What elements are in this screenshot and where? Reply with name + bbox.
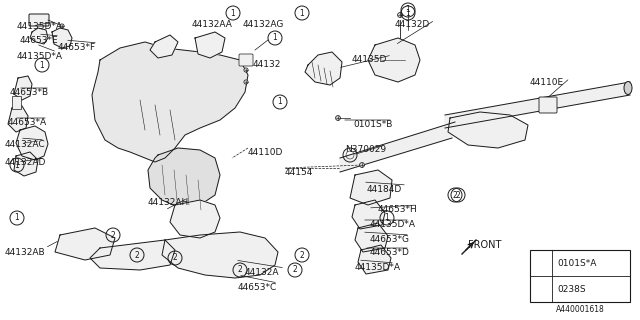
- Text: 44184D: 44184D: [367, 185, 403, 194]
- FancyBboxPatch shape: [12, 95, 20, 108]
- FancyBboxPatch shape: [239, 54, 253, 66]
- Polygon shape: [358, 245, 391, 274]
- Text: 44653*H: 44653*H: [378, 205, 418, 214]
- Text: 1: 1: [406, 9, 410, 18]
- Polygon shape: [150, 35, 178, 58]
- Text: A440001618: A440001618: [556, 306, 604, 315]
- Text: 44135D*A: 44135D*A: [370, 220, 416, 229]
- Text: 44132A: 44132A: [245, 268, 280, 277]
- Polygon shape: [350, 170, 392, 205]
- Text: 2: 2: [452, 190, 458, 199]
- Text: 2: 2: [539, 284, 543, 293]
- Text: 44135D: 44135D: [352, 55, 387, 64]
- Polygon shape: [14, 76, 32, 100]
- Text: 44653*A: 44653*A: [8, 118, 47, 127]
- Polygon shape: [30, 28, 48, 44]
- Text: 2: 2: [134, 251, 140, 260]
- Text: 44132AH: 44132AH: [148, 198, 189, 207]
- Text: 1: 1: [40, 60, 44, 69]
- Text: 44132AB: 44132AB: [5, 248, 45, 257]
- Text: 1: 1: [300, 9, 305, 18]
- Text: 44132: 44132: [253, 60, 282, 69]
- Text: 44135D*A: 44135D*A: [355, 263, 401, 272]
- Text: 1: 1: [406, 5, 410, 14]
- Polygon shape: [8, 106, 28, 132]
- Circle shape: [60, 24, 64, 28]
- Text: 44653*G: 44653*G: [370, 235, 410, 244]
- Text: 44110D: 44110D: [248, 148, 284, 157]
- Text: 44132AA: 44132AA: [192, 20, 233, 29]
- FancyBboxPatch shape: [530, 250, 630, 302]
- Polygon shape: [355, 223, 388, 252]
- Text: 44135D*A: 44135D*A: [17, 22, 63, 31]
- Circle shape: [360, 163, 364, 167]
- Polygon shape: [148, 148, 220, 208]
- Polygon shape: [305, 52, 342, 85]
- Text: 2: 2: [237, 266, 243, 275]
- Text: 0101S*A: 0101S*A: [557, 259, 596, 268]
- FancyBboxPatch shape: [29, 14, 49, 26]
- Circle shape: [244, 68, 248, 72]
- Polygon shape: [170, 200, 220, 238]
- Text: 44653*E: 44653*E: [20, 36, 59, 45]
- Circle shape: [397, 12, 403, 18]
- Polygon shape: [448, 112, 528, 148]
- Text: 1: 1: [385, 213, 389, 222]
- Text: 0238S: 0238S: [557, 284, 586, 293]
- Polygon shape: [55, 228, 115, 260]
- Polygon shape: [90, 240, 175, 270]
- Text: 1: 1: [15, 213, 19, 222]
- Text: 44132AG: 44132AG: [243, 20, 284, 29]
- Ellipse shape: [624, 82, 632, 94]
- Polygon shape: [92, 42, 248, 162]
- Text: 44653*D: 44653*D: [370, 248, 410, 257]
- Text: 1: 1: [273, 34, 277, 43]
- Polygon shape: [14, 152, 38, 176]
- Text: 44110E: 44110E: [530, 78, 564, 87]
- Polygon shape: [195, 32, 225, 58]
- Polygon shape: [340, 122, 455, 172]
- Text: 2: 2: [292, 266, 298, 275]
- Text: N370029: N370029: [345, 145, 386, 154]
- Polygon shape: [16, 126, 48, 160]
- Text: 44653*B: 44653*B: [10, 88, 49, 97]
- Circle shape: [335, 116, 340, 120]
- FancyBboxPatch shape: [539, 97, 557, 113]
- Text: 2: 2: [173, 253, 177, 262]
- Text: 44135D*A: 44135D*A: [17, 52, 63, 61]
- Text: 1: 1: [230, 9, 236, 18]
- Text: 44653*C: 44653*C: [238, 283, 277, 292]
- Text: 44132D: 44132D: [395, 20, 430, 29]
- Polygon shape: [352, 200, 385, 229]
- Text: 1: 1: [15, 161, 19, 170]
- Text: 2: 2: [456, 190, 460, 199]
- Text: 0101S*B: 0101S*B: [353, 120, 392, 129]
- Polygon shape: [445, 82, 630, 128]
- Text: FRONT: FRONT: [468, 240, 501, 250]
- Text: 2: 2: [111, 230, 115, 239]
- Text: 1: 1: [278, 98, 282, 107]
- Text: 44154: 44154: [285, 168, 314, 177]
- Polygon shape: [162, 232, 278, 278]
- Text: 1: 1: [539, 259, 543, 268]
- Text: 2: 2: [300, 251, 305, 260]
- Text: 44653*F: 44653*F: [58, 43, 96, 52]
- Text: 44132AD: 44132AD: [5, 158, 46, 167]
- Polygon shape: [52, 28, 72, 48]
- Text: 44132AC: 44132AC: [5, 140, 45, 149]
- Circle shape: [244, 80, 248, 84]
- Polygon shape: [368, 38, 420, 82]
